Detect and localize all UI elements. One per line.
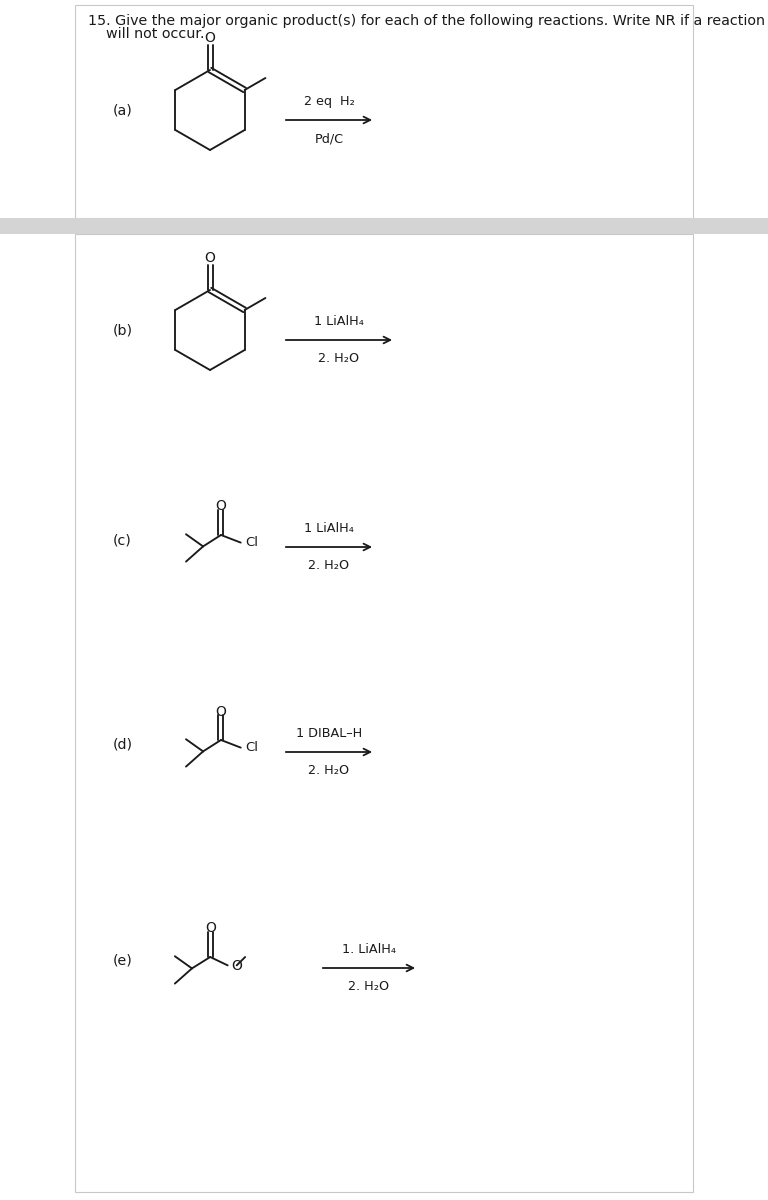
Text: O: O — [216, 704, 227, 719]
Text: Pd/C: Pd/C — [314, 132, 343, 145]
Text: O: O — [204, 31, 216, 46]
Text: 2. H₂O: 2. H₂O — [349, 980, 389, 994]
Text: (d): (d) — [113, 738, 133, 752]
FancyBboxPatch shape — [75, 5, 693, 218]
Text: 1 LiAlH₄: 1 LiAlH₄ — [304, 522, 354, 535]
Text: 1. LiAlH₄: 1. LiAlH₄ — [342, 943, 396, 956]
Text: 1 DIBAL–H: 1 DIBAL–H — [296, 727, 362, 740]
FancyBboxPatch shape — [75, 234, 693, 1192]
Text: 2. H₂O: 2. H₂O — [309, 559, 349, 572]
Text: Cl: Cl — [246, 536, 259, 550]
Bar — [0, 218, 768, 234]
Text: O: O — [204, 251, 216, 265]
Text: will not occur.: will not occur. — [88, 26, 204, 41]
Text: (a): (a) — [113, 103, 133, 116]
Text: Cl: Cl — [246, 742, 259, 754]
Text: 15. Give the major organic product(s) for each of the following reactions. Write: 15. Give the major organic product(s) fo… — [88, 14, 765, 28]
Text: 1 LiAlH₄: 1 LiAlH₄ — [314, 314, 364, 328]
Text: 2. H₂O: 2. H₂O — [309, 764, 349, 778]
Text: O: O — [205, 922, 216, 936]
Text: O: O — [232, 959, 243, 973]
Text: (b): (b) — [113, 323, 133, 337]
Text: 2. H₂O: 2. H₂O — [319, 352, 359, 365]
Text: 2 eq  H₂: 2 eq H₂ — [303, 95, 355, 108]
Text: (c): (c) — [113, 533, 132, 547]
Text: O: O — [216, 499, 227, 514]
Text: (e): (e) — [113, 953, 133, 967]
